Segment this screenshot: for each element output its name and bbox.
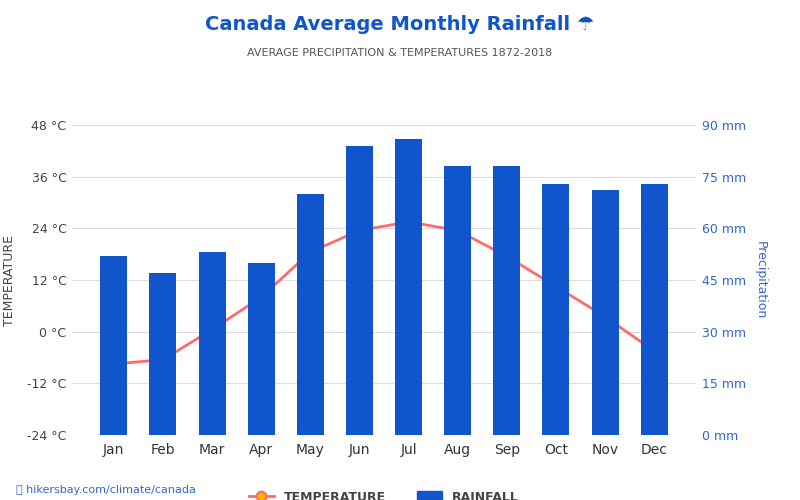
Bar xyxy=(198,252,226,435)
Bar xyxy=(591,190,618,435)
Legend: TEMPERATURE, RAINFALL: TEMPERATURE, RAINFALL xyxy=(244,486,524,500)
Y-axis label: TEMPERATURE: TEMPERATURE xyxy=(3,234,16,326)
Bar xyxy=(395,139,422,435)
Y-axis label: Precipitation: Precipitation xyxy=(754,241,766,319)
Bar xyxy=(641,184,668,435)
Bar xyxy=(346,146,373,435)
Bar xyxy=(297,194,324,435)
Text: Canada Average Monthly Rainfall ☂: Canada Average Monthly Rainfall ☂ xyxy=(206,15,594,34)
Bar xyxy=(444,166,471,435)
Bar xyxy=(100,256,127,435)
Bar xyxy=(494,166,520,435)
Bar xyxy=(150,273,177,435)
Bar xyxy=(248,263,274,435)
Text: AVERAGE PRECIPITATION & TEMPERATURES 1872-2018: AVERAGE PRECIPITATION & TEMPERATURES 187… xyxy=(247,48,553,58)
Bar xyxy=(542,184,570,435)
Text: 📍 hikersbay.com/climate/canada: 📍 hikersbay.com/climate/canada xyxy=(16,485,196,495)
